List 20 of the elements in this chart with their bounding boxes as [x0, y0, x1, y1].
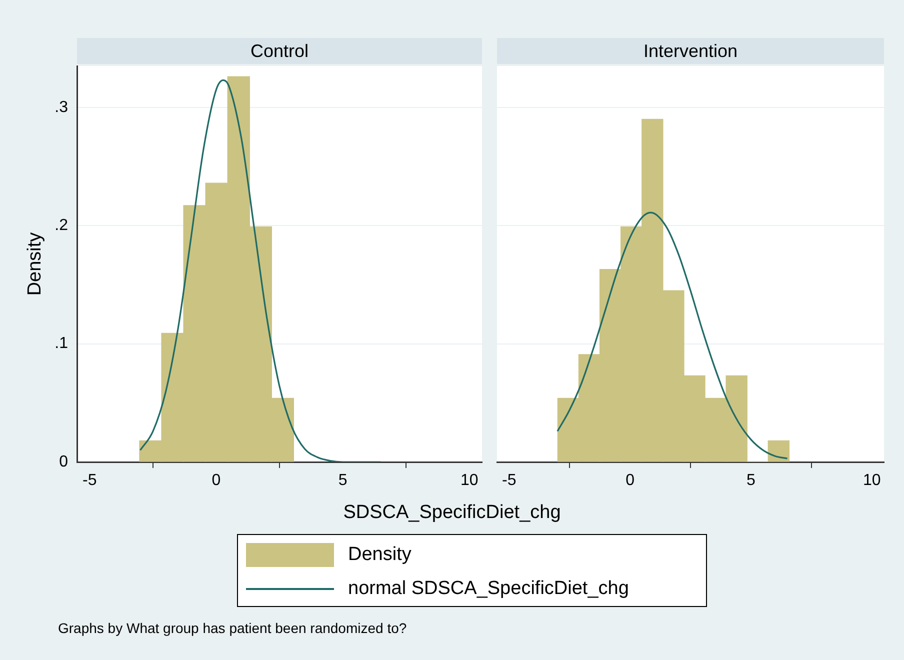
legend-label: Density [348, 544, 412, 566]
x-tick-label: -5 [502, 472, 516, 490]
y-tick-label: .3 [54, 98, 68, 116]
x-axis-title: SDSCA_SpecificDiet_chg [342, 502, 562, 524]
x-tick-label: 5 [746, 472, 756, 490]
x-tick-label: 5 [338, 472, 348, 490]
chart-title: Intervention [497, 38, 884, 64]
x-tick-label: 10 [460, 472, 478, 490]
text: Graphs by What group has patient been randomized to? [58, 620, 407, 636]
x-tick-label: -5 [82, 472, 97, 490]
y-tick-label: .1 [54, 335, 68, 352]
legend-label: normal SDSCA_SpecificDiet_chg [348, 578, 629, 600]
y-axis-title: Density [24, 232, 46, 296]
x-tick-label: 0 [212, 472, 221, 490]
chart-title: Control [77, 38, 482, 64]
x-tick-label: 0 [626, 472, 635, 490]
x-tick-label: 10 [863, 472, 881, 490]
y-tick-label: .2 [54, 216, 68, 234]
y-tick-label: 0 [59, 453, 68, 470]
line-series [139, 79, 382, 462]
